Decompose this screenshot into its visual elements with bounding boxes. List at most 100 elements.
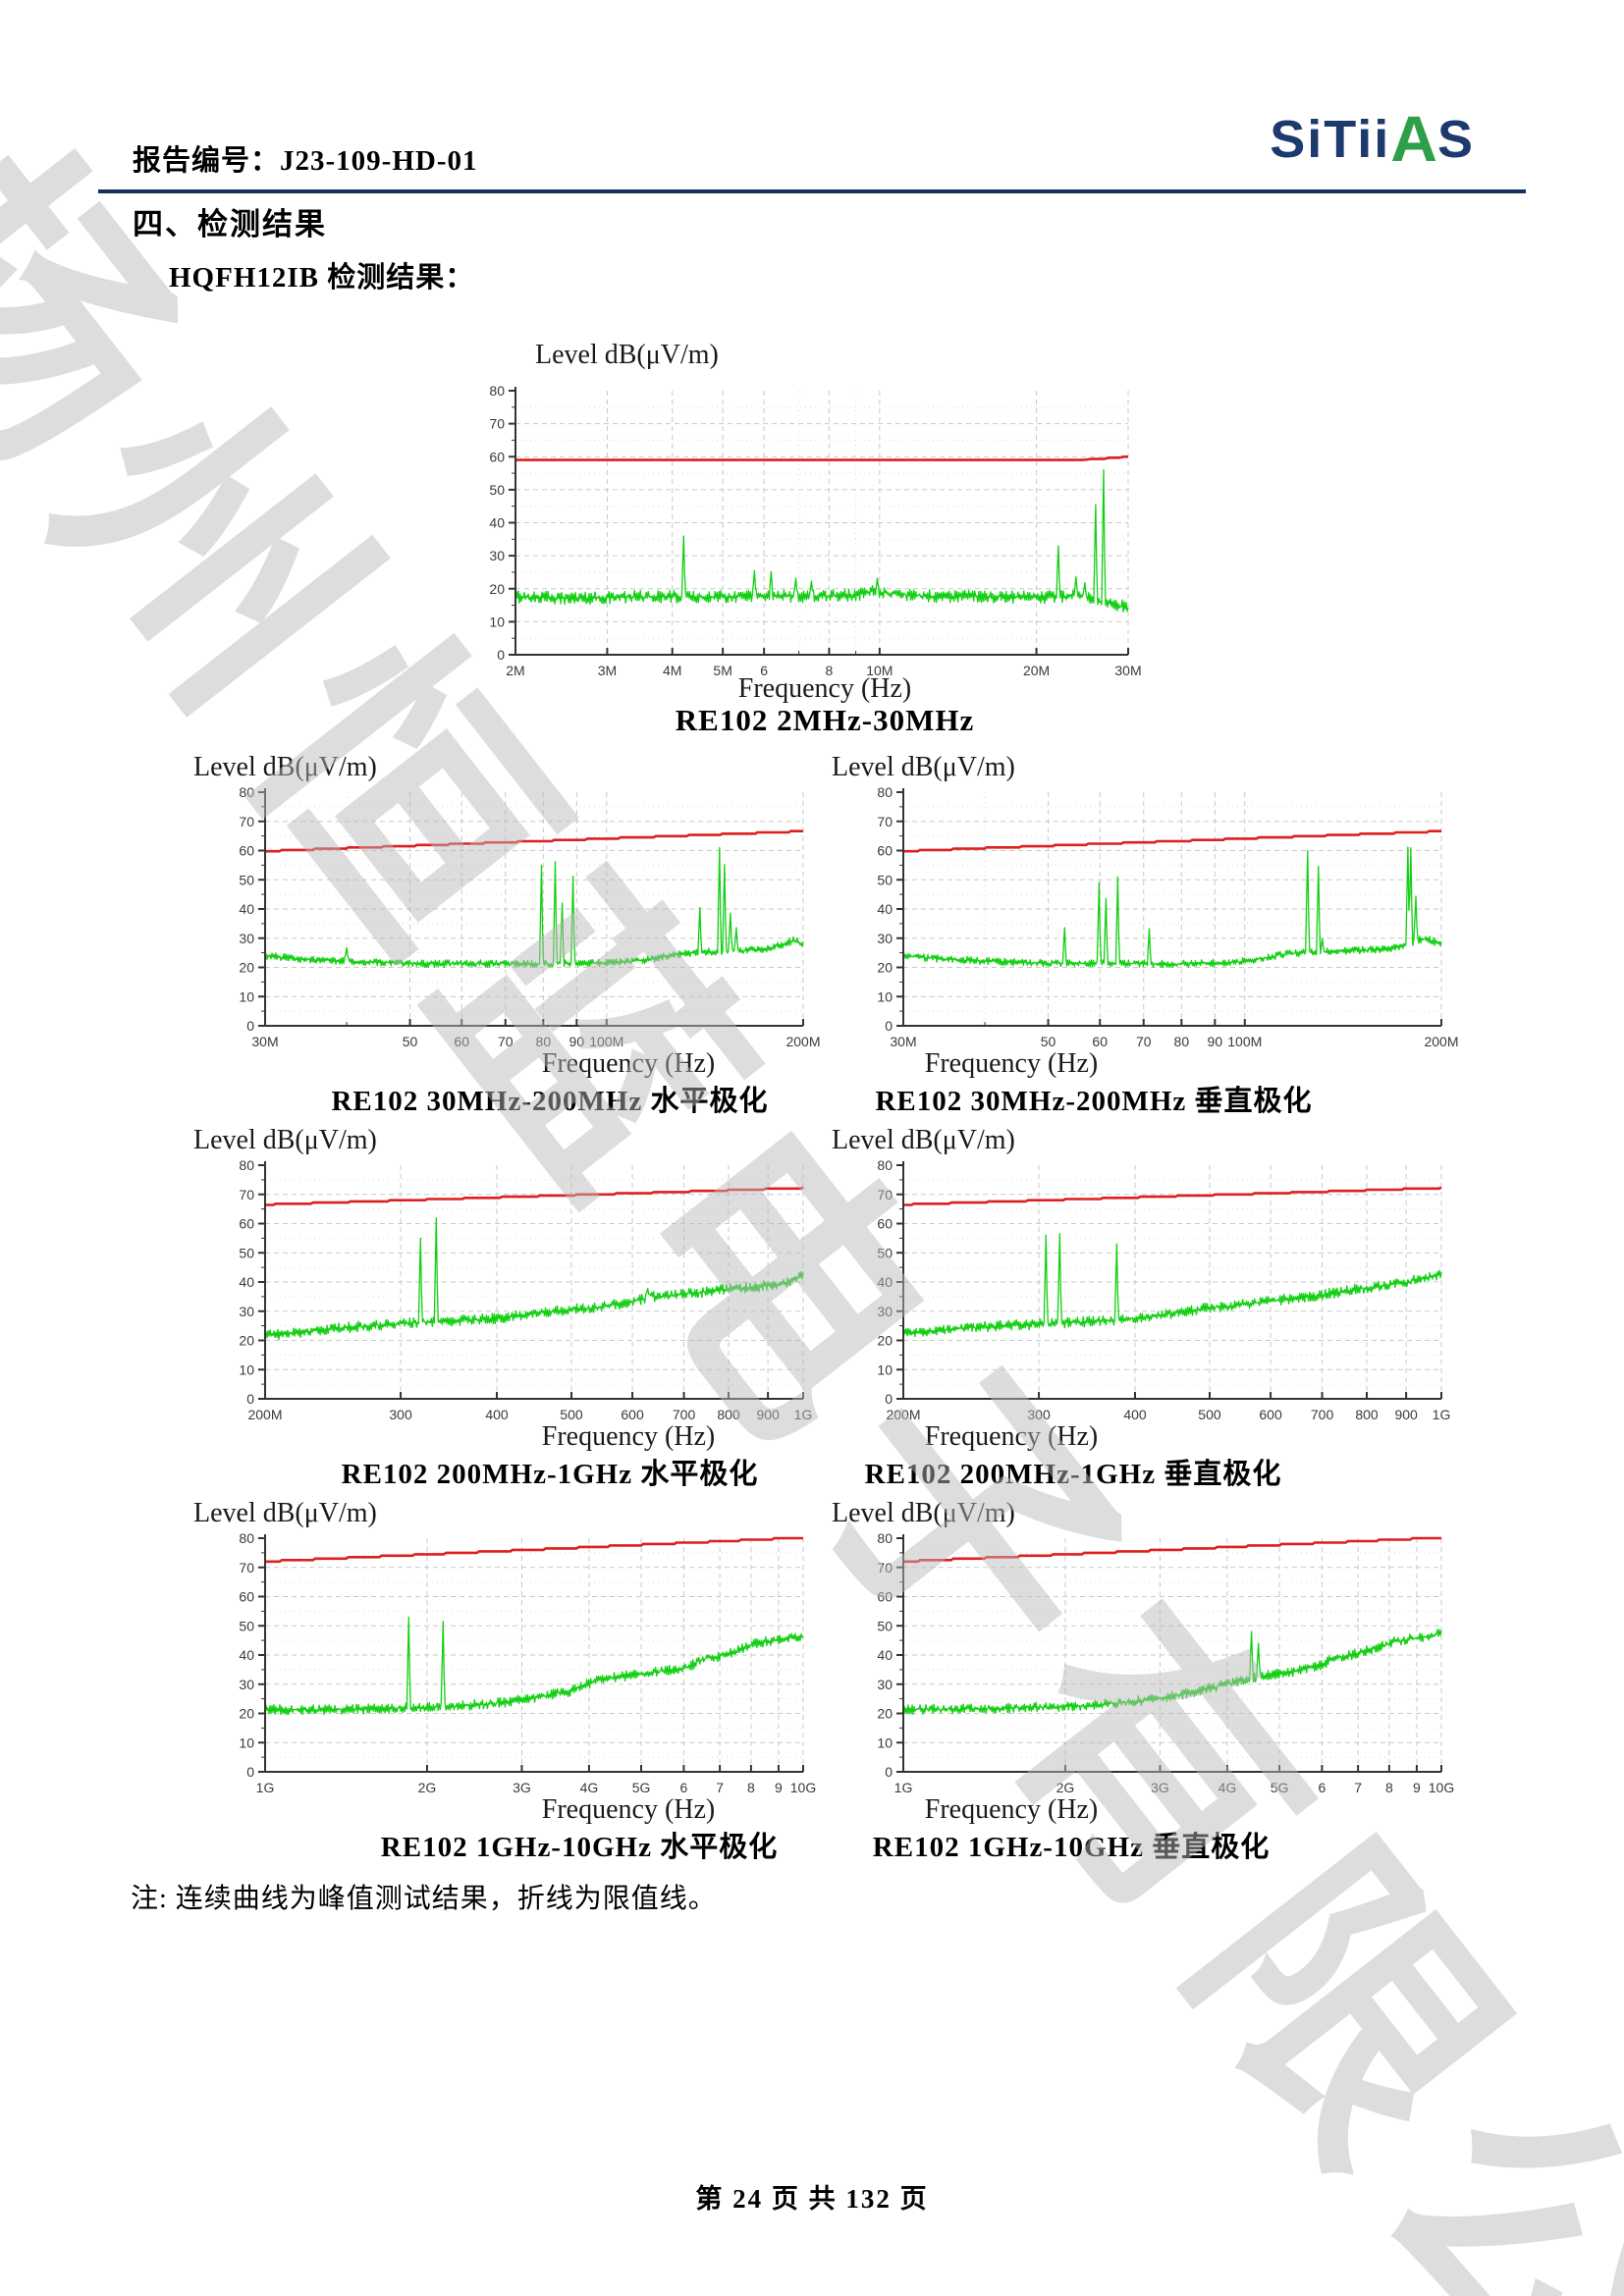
chart5-x-axis-title: Frequency (Hz) [924,1421,1099,1452]
chart1-x-axis-title: Frequency (Hz) [737,673,912,704]
svg-text:1G: 1G [256,1780,275,1795]
peak-trace [902,1629,1442,1715]
svg-text:40: 40 [239,1647,254,1663]
chart4-y-axis-title: Level dB(μV/m) [193,1125,377,1155]
y-tick-labels: 0 10 20 30 40 50 60 70 80 [877,1530,893,1780]
limit-line [515,455,1128,461]
y-tick-labels: 0 10 20 30 40 50 60 70 80 [239,784,254,1034]
chart4-x-axis-title: Frequency (Hz) [541,1421,716,1452]
svg-text:70: 70 [489,416,505,432]
device-result-subtitle: HQFH12IB 检测结果： [169,262,475,294]
svg-text:70: 70 [239,1560,254,1575]
svg-text:500: 500 [1198,1407,1221,1422]
svg-text:0: 0 [497,647,505,663]
section-title: 四、检测结果 [133,207,327,241]
report-number-label: 报告编号：J23-109-HD-01 [133,145,478,177]
svg-text:3M: 3M [598,663,617,678]
limit-line [903,829,1441,853]
limit-line [903,1536,1441,1564]
svg-text:70: 70 [877,1560,893,1575]
chart6-plot: 0 10 20 30 40 50 60 70 80 1G 2G 3G 4G 5G 6 7 8 9 10G [239,1530,816,1795]
svg-text:5G: 5G [1271,1780,1289,1795]
chart7-plot: 0 10 20 30 40 50 60 70 80 1G 2G 3G 4G 5G 6 7 8 9 10G [877,1530,1454,1795]
svg-text:50: 50 [239,1245,254,1260]
svg-text:400: 400 [485,1407,509,1422]
svg-text:80: 80 [489,383,505,399]
axes [896,1161,1442,1400]
svg-text:30: 30 [489,548,505,563]
svg-text:20: 20 [877,1706,893,1722]
logo-text-navy2: S [1436,110,1475,169]
svg-text:30: 30 [239,931,254,946]
svg-text:200M: 200M [247,1407,282,1422]
svg-text:50: 50 [1041,1034,1056,1049]
svg-text:50: 50 [489,482,505,498]
svg-text:6: 6 [680,1780,688,1795]
x-tick-labels: 200M 300 400 500 600 700 800 900 1G [247,1407,812,1422]
y-tick-labels: 0 10 20 30 40 50 60 70 80 [877,784,893,1034]
svg-text:80: 80 [877,784,893,800]
axes [896,1534,1442,1773]
chart2-plot: 0 10 20 30 40 50 60 70 80 30M 50 60 70 80 90 100M 200M [239,784,820,1049]
svg-text:200M: 200M [785,1034,820,1049]
peak-trace [514,469,1129,614]
svg-text:10: 10 [877,988,893,1004]
x-tick-labels: 30M 50 60 70 80 90 100M 200M [251,1034,820,1049]
x-tick-labels: 2M 3M 4M 5M 6 8 10M 20M 30M [506,663,1141,678]
svg-text:3G: 3G [513,1780,531,1795]
chart7-y-axis-title: Level dB(μV/m) [832,1498,1015,1528]
svg-text:20: 20 [239,1333,254,1349]
svg-text:30: 30 [877,1677,893,1692]
svg-text:10G: 10G [790,1780,816,1795]
svg-text:30: 30 [239,1677,254,1692]
y-tick-labels: 0 10 20 30 40 50 60 70 80 [877,1157,893,1407]
limit-line [903,1186,1442,1206]
logo-text-navy1: SiTii [1270,110,1391,169]
svg-text:90: 90 [1208,1034,1223,1049]
svg-text:900: 900 [756,1407,780,1422]
grid-lines [265,1538,804,1772]
svg-text:10: 10 [489,614,505,629]
svg-text:40: 40 [239,901,254,917]
svg-text:40: 40 [877,1647,893,1663]
svg-text:0: 0 [246,1391,254,1407]
svg-text:7: 7 [1354,1780,1362,1795]
svg-text:600: 600 [621,1407,644,1422]
svg-text:500: 500 [560,1407,583,1422]
svg-text:9: 9 [1413,1780,1421,1795]
y-tick-labels: 0 10 20 30 40 50 60 70 80 [239,1530,254,1780]
svg-text:70: 70 [239,814,254,829]
axes [258,788,804,1027]
chart3-caption: RE102 30MHz-200MHz 垂直极化 [875,1086,1313,1117]
y-tick-labels: 0 10 20 30 40 50 60 70 80 [239,1157,254,1407]
svg-text:1G: 1G [1433,1407,1451,1422]
svg-text:8: 8 [826,663,834,678]
svg-text:70: 70 [498,1034,514,1049]
svg-text:7: 7 [716,1780,724,1795]
svg-text:100M: 100M [589,1034,623,1049]
svg-text:10M: 10M [866,663,893,678]
svg-text:200M: 200M [886,1407,920,1422]
svg-text:900: 900 [1394,1407,1418,1422]
axes [509,387,1129,656]
chart2-caption: RE102 30MHz-200MHz 水平极化 [331,1086,769,1117]
grid-lines [903,1538,1442,1772]
chart5-caption: RE102 200MHz-1GHz 垂直极化 [864,1459,1282,1490]
svg-text:30M: 30M [1114,663,1141,678]
svg-text:0: 0 [246,1018,254,1034]
chart3-plot: 0 10 20 30 40 50 60 70 80 30M 50 60 70 80 90 100M 200M [877,784,1458,1049]
peak-trace [902,846,1442,969]
grid-lines [903,792,1442,1026]
x-tick-labels: 200M 300 400 500 600 700 800 900 1G [886,1407,1450,1422]
svg-text:60: 60 [489,449,505,464]
chart1-y-axis-title: Level dB(μV/m) [535,340,719,370]
svg-text:60: 60 [877,1216,893,1232]
svg-text:2G: 2G [1056,1780,1075,1795]
svg-text:60: 60 [239,1589,254,1605]
svg-text:300: 300 [389,1407,412,1422]
limit-line [265,829,803,853]
svg-text:50: 50 [877,1245,893,1260]
svg-text:20: 20 [239,1706,254,1722]
logo-letter-a: A [1390,102,1437,175]
svg-text:30M: 30M [251,1034,278,1049]
